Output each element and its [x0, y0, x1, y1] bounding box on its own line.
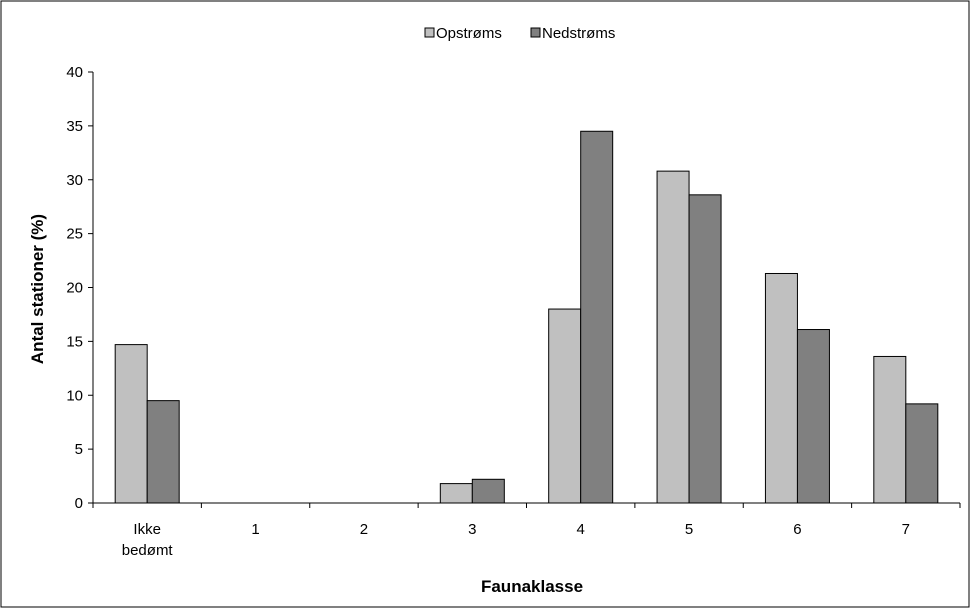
- x-tick-label: 1: [251, 521, 259, 538]
- legend: Opstrøms Nedstrøms: [424, 25, 615, 42]
- x-tick-label: 7: [902, 521, 910, 538]
- y-tick-label: 40: [66, 64, 83, 81]
- bar-nedstroms-7: [905, 403, 939, 504]
- y-tick-label: 15: [66, 333, 83, 350]
- legend-label-opstroms: Opstrøms: [436, 25, 502, 42]
- legend-swatch-nedstroms: [530, 27, 541, 38]
- y-axis: 0 5 10 15 20 25 30 35 40: [66, 64, 94, 512]
- bar-opstroms-5: [656, 170, 690, 504]
- legend-label-nedstroms: Nedstrøms: [542, 25, 615, 42]
- x-tick-label: bedømt: [122, 542, 174, 559]
- y-tick-label: 25: [66, 226, 83, 243]
- x-axis: Ikke bedømt 1 2 3 4 5 6 7: [92, 502, 961, 559]
- y-tick-label: 5: [75, 441, 83, 458]
- y-tick-label: 20: [66, 280, 83, 297]
- y-tick-label: 30: [66, 172, 83, 189]
- bar-nedstroms-6: [796, 329, 830, 504]
- x-tick-label: Ikke: [133, 521, 161, 538]
- bar-nedstroms-3: [471, 478, 505, 504]
- x-tick-label: 3: [468, 521, 476, 538]
- x-tick-label: 2: [360, 521, 368, 538]
- x-axis-title: Faunaklasse: [481, 577, 583, 596]
- bar-opstroms-3: [439, 483, 473, 504]
- bar-nedstroms-4: [580, 130, 614, 504]
- x-tick-label: 5: [685, 521, 693, 538]
- bar-opstroms-4: [548, 308, 582, 504]
- y-tick-label: 0: [75, 495, 83, 512]
- y-tick-label: 35: [66, 118, 83, 135]
- bars-group: [114, 130, 939, 504]
- bar-opstroms-7: [873, 355, 907, 504]
- y-tick-label: 10: [66, 387, 83, 404]
- y-axis-title: Antal stationer (%): [28, 214, 47, 364]
- bar-opstroms-6: [764, 272, 798, 504]
- bar-nedstroms-0: [146, 400, 180, 504]
- bar-opstroms-0: [114, 344, 148, 504]
- x-tick-label: 4: [577, 521, 585, 538]
- legend-swatch-opstroms: [424, 27, 435, 38]
- bar-nedstroms-5: [688, 194, 722, 504]
- x-tick-label: 6: [793, 521, 801, 538]
